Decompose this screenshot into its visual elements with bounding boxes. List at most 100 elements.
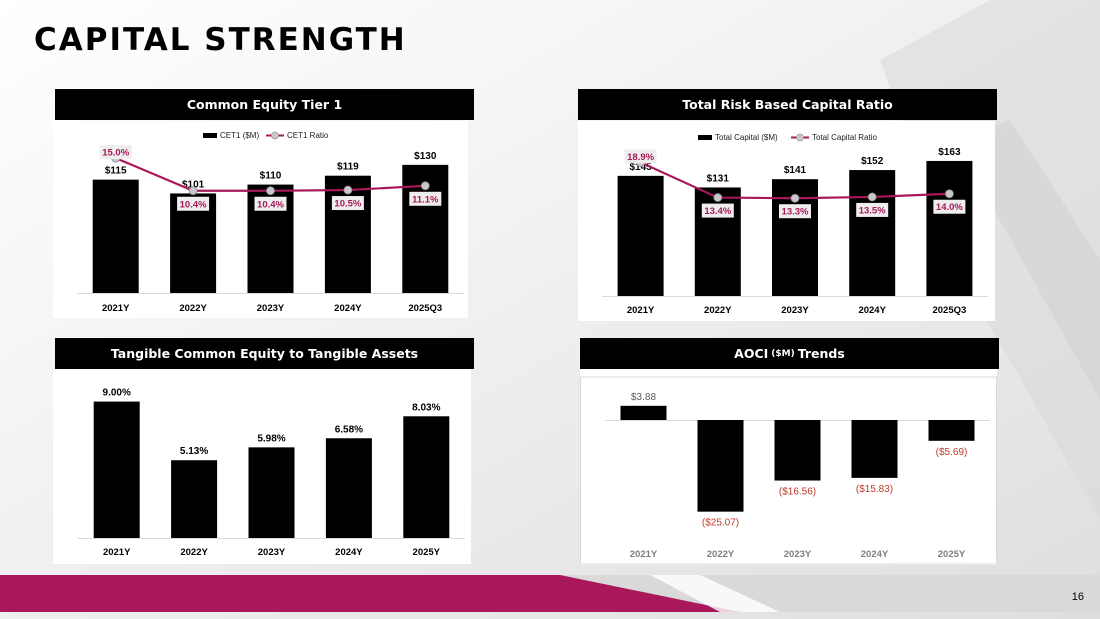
cet1-ratio-label: 10.4% [257, 199, 284, 210]
cet1-ratio-label: 15.0% [102, 148, 129, 159]
trbc-bar-label: $131 [707, 173, 730, 184]
tce-chart: 9.00% 2021Y 5.13% 2022Y 5.98% 2023Y 6.58% 2024Y… [78, 388, 465, 558]
trbc-category-label: 2022Y [704, 305, 732, 316]
tce-bar [325, 438, 372, 538]
tce-bar-label: 5.13% [180, 446, 208, 457]
tce-category-label: 2022Y [180, 547, 208, 558]
aoci-heading-main: AOCI [734, 346, 769, 361]
trbc-legend-line-marker [796, 133, 804, 142]
cet1-ratio-label-box [177, 196, 210, 211]
trbc-ratio-label-box [856, 202, 889, 217]
aoci-bar [928, 420, 975, 441]
trbc-legend-line-label: Total Capital Ratio [812, 133, 877, 142]
trbc-ratio-label: 13.5% [859, 205, 886, 216]
aoci-bar-label: ($16.56) [779, 487, 816, 498]
cet1-category-label: 2021Y [102, 303, 130, 314]
page-number: 16 [1071, 591, 1084, 603]
cet1-category-label: 2022Y [179, 303, 207, 314]
tce-category-label: 2023Y [258, 547, 286, 558]
cet1-bar-label: $101 [182, 179, 205, 190]
cet1-legend-line-marker [271, 131, 279, 140]
tce-category-label: 2025Y [413, 547, 441, 558]
trbc-ratio-label: 13.4% [704, 206, 731, 217]
cet1-ratio-label-box [99, 145, 132, 160]
trbc-chart: Total Capital ($M) Total Capital Ratio $14… [602, 133, 988, 316]
aoci-heading-tail: Trends [797, 346, 845, 361]
cet1-legend-bar-swatch [203, 133, 217, 138]
aoci-panel-heading: AOCI ($M) Trends [580, 338, 999, 369]
cet1-bar-label: $115 [105, 166, 127, 177]
tce-bar [93, 401, 140, 538]
cet1-ratio-marker [188, 186, 198, 196]
trbc-ratio-label-box [933, 199, 966, 214]
aoci-category-label: 2022Y [707, 549, 735, 560]
trbc-category-label: 2024Y [858, 305, 886, 316]
aoci-heading-unit: ($M) [771, 348, 795, 359]
trbc-ratio-label: 13.3% [782, 207, 809, 218]
cet1-bar-label: $130 [414, 151, 437, 162]
trbc-chart-area: Total Capital ($M) Total Capital Ratio $14… [578, 121, 995, 321]
aoci-category-label: 2021Y [630, 549, 658, 560]
cet1-ratio-label: 11.1% [412, 194, 439, 205]
aoci-category-label: 2024Y [861, 549, 889, 560]
aoci-bar-label: $3.88 [631, 392, 656, 403]
aoci-bar [697, 420, 744, 512]
aoci-bar [851, 420, 898, 478]
tce-chart-area: 9.00% 2021Y 5.13% 2022Y 5.98% 2023Y 6.58% 2024Y… [53, 369, 471, 564]
tce-bar-label: 8.03% [412, 402, 440, 413]
cet1-ratio-label: 10.4% [180, 199, 207, 210]
aoci-bar-label: ($5.69) [936, 447, 968, 458]
cet1-bar [324, 175, 371, 293]
trbc-panel-heading: Total Risk Based Capital Ratio [578, 89, 997, 120]
cet1-ratio-label-box [254, 196, 287, 211]
tce-bar [248, 447, 295, 538]
trbc-category-label: 2023Y [781, 305, 809, 316]
trbc-ratio-label-box [701, 203, 734, 218]
tce-panel-heading: Tangible Common Equity to Tangible Asset… [55, 338, 474, 369]
trbc-bar [617, 175, 664, 296]
cet1-bar [92, 179, 139, 293]
cet1-bar-label: $119 [337, 162, 359, 173]
aoci-chart-area: $3.88 2021Y ($25.07) 2022Y ($16.56) 2023Y ($15… [580, 369, 997, 565]
aoci-category-label: 2025Y [938, 549, 966, 560]
trbc-ratio-marker [944, 189, 954, 199]
trbc-ratio-label-box [779, 204, 811, 219]
cet1-legend-line-label: CET1 Ratio [287, 131, 329, 140]
trbc-ratio-marker [867, 192, 877, 202]
cet1-ratio-label-box [331, 196, 364, 211]
aoci-category-label: 2023Y [784, 549, 812, 560]
aoci-bar-label: ($25.07) [702, 518, 739, 529]
cet1-chart-area: CET1 ($M) CET1 Ratio $115 2021Y $101 2022Y $11… [53, 121, 468, 318]
trbc-bar-label: $141 [784, 165, 807, 176]
cet1-panel-heading: Common Equity Tier 1 [55, 89, 474, 120]
tce-bar [403, 416, 450, 538]
trbc-category-label: 2021Y [627, 305, 655, 316]
aoci-bar [620, 405, 667, 420]
tce-bar-label: 9.00% [103, 388, 131, 399]
trbc-bar-label: $145 [629, 162, 652, 173]
cet1-category-label: 2025Q3 [408, 303, 442, 314]
accent-band-white [650, 575, 780, 612]
tce-category-label: 2024Y [335, 547, 363, 558]
cet1-category-label: 2023Y [257, 303, 285, 314]
page-title: CAPITAL STRENGTH [34, 22, 407, 58]
aoci-bar-label: ($15.83) [856, 484, 893, 495]
aoci-bar [774, 420, 821, 481]
tce-bar-label: 6.58% [335, 424, 363, 435]
trbc-legend-bar-label: Total Capital ($M) [715, 133, 778, 142]
cet1-bar-label: $110 [260, 171, 282, 182]
cet1-ratio-marker [420, 181, 430, 191]
tce-category-label: 2021Y [103, 547, 131, 558]
cet1-category-label: 2024Y [334, 303, 362, 314]
cet1-ratio-label: 10.5% [334, 199, 361, 210]
trbc-ratio-label-box [624, 149, 657, 164]
aoci-plot-border [580, 376, 997, 565]
cet1-ratio-marker [343, 185, 353, 195]
trbc-bar [926, 160, 973, 296]
trbc-bar-label: $163 [938, 147, 961, 158]
cet1-chart: CET1 ($M) CET1 Ratio $115 2021Y $101 2022Y $11… [77, 131, 464, 314]
trbc-legend-bar-swatch [698, 135, 712, 140]
cet1-ratio-marker [266, 186, 275, 196]
trbc-ratio-label: 18.9% [627, 152, 654, 163]
trbc-ratio-label: 14.0% [936, 202, 963, 213]
